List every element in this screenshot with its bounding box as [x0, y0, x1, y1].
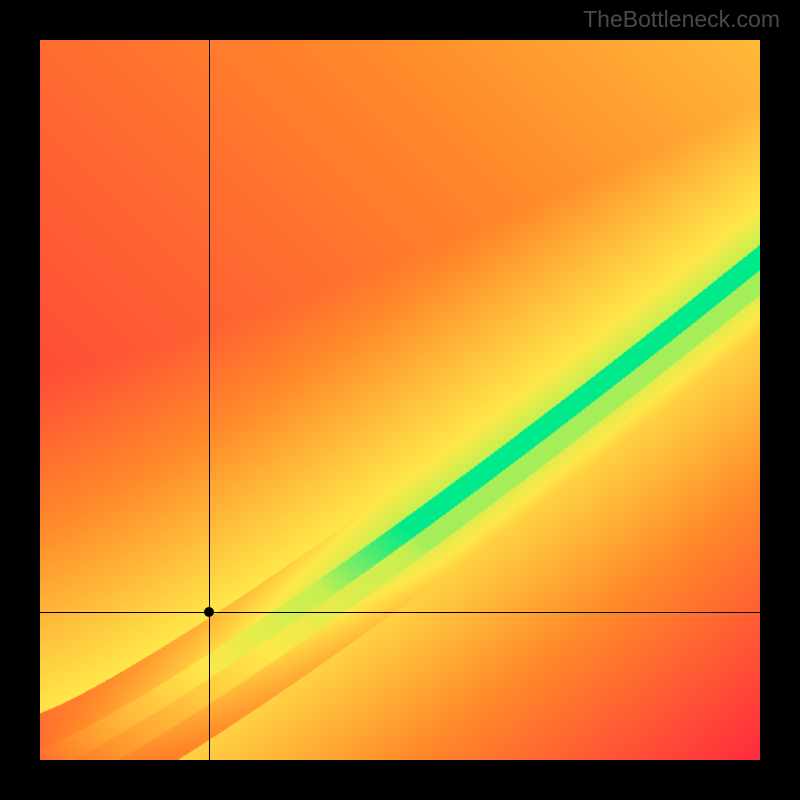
crosshair-horizontal [40, 612, 760, 613]
plot-area [40, 40, 760, 760]
crosshair-marker [204, 607, 214, 617]
crosshair-vertical [209, 40, 210, 760]
heatmap-canvas [40, 40, 760, 760]
watermark-text: TheBottleneck.com [583, 6, 780, 33]
